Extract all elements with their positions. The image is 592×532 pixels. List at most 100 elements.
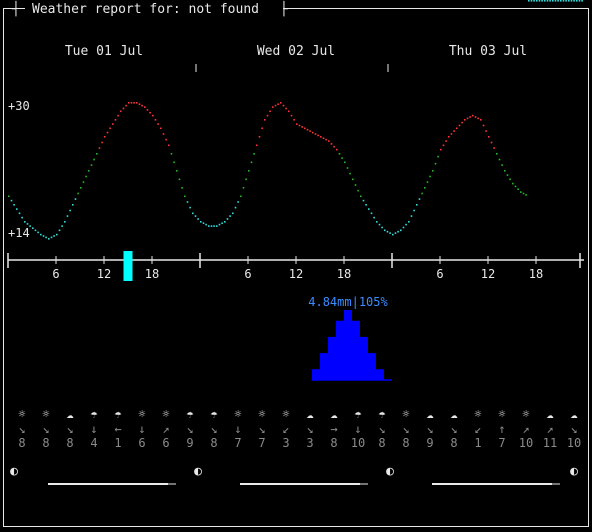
temperature-point — [429, 175, 431, 178]
temperature-point — [418, 198, 421, 200]
temperature-point — [570, 0, 573, 2]
wind-direction-icon: ↘ — [210, 422, 217, 436]
temperature-point — [213, 225, 215, 227]
weather-condition-icon: ☼ — [42, 407, 49, 421]
temperature-point — [354, 184, 357, 186]
temperature-point — [320, 136, 322, 138]
temperature-point — [168, 144, 170, 147]
temperature-point — [392, 233, 394, 236]
wind-direction-icon: ↘ — [18, 422, 25, 436]
temperature-point — [16, 208, 18, 210]
wind-speed: 10 — [351, 436, 365, 450]
report-frame — [3, 8, 589, 527]
temperature-point — [328, 140, 330, 142]
weather-condition-icon: ☂ — [186, 407, 194, 421]
temperature-point — [138, 103, 141, 105]
temperature-point — [50, 236, 53, 239]
day-header-2: Wed 02 Jul — [257, 44, 335, 59]
temperature-series — [8, 0, 583, 240]
hourly-forecast-row: ☼↘8☼↘8☁↘8☂↓4☂←1☼↓6☼↗6☂↘9☂↘8☼↓7☼↘7☼↙3☁↘3☁… — [18, 407, 581, 450]
temperature-point — [557, 0, 559, 2]
temperature-point — [554, 0, 557, 2]
temperature-point — [85, 175, 87, 178]
wind-direction-icon: ↘ — [570, 422, 577, 436]
wind-speed: 8 — [66, 436, 73, 450]
temperature-point — [141, 104, 143, 107]
temperature-point — [397, 230, 399, 233]
temperature-point — [474, 116, 477, 118]
temperature-point — [509, 178, 511, 181]
temperature-point — [266, 114, 269, 117]
weather-condition-icon: ☂ — [378, 407, 386, 421]
temperature-point — [536, 0, 538, 2]
weather-condition-icon: ☼ — [474, 407, 481, 421]
temperature-point — [365, 204, 367, 206]
temperature-point — [504, 170, 506, 172]
temperature-point — [74, 198, 77, 200]
wind-speed: 8 — [210, 436, 217, 450]
wind-direction-icon: ↘ — [402, 422, 409, 436]
wind-direction-icon: ↘ — [378, 422, 385, 436]
temperature-point — [125, 104, 127, 107]
temperature-point — [106, 131, 109, 134]
temperature-point — [122, 107, 125, 110]
hour-tick-label: 6 — [52, 267, 59, 281]
temperature-point — [533, 0, 535, 2]
precipitation-bar — [368, 353, 376, 380]
temperature-point — [40, 233, 42, 236]
moon-phase-icon: ◐ — [570, 464, 578, 479]
wind-direction-icon: ↘ — [66, 422, 73, 436]
temperature-point — [573, 0, 575, 2]
temperature-point — [152, 114, 154, 117]
wind-direction-icon: ↘ — [426, 422, 433, 436]
temperature-point — [520, 191, 522, 193]
temperature-point — [488, 136, 490, 138]
temperature-point — [448, 136, 450, 138]
temperature-point — [58, 229, 61, 232]
temperature-point — [130, 102, 133, 104]
temperature-point — [330, 143, 333, 145]
temperature-point — [82, 181, 85, 183]
moon-phase-icon: ◐ — [194, 464, 202, 479]
temperature-point — [568, 0, 570, 2]
precipitation-label: 4.84mm|105% — [308, 295, 388, 309]
temperature-point — [304, 127, 306, 130]
temperature-point — [346, 167, 349, 169]
temperature-point — [10, 199, 13, 202]
temperature-point — [197, 218, 199, 220]
title-left-bracket: ┤ — [11, 0, 20, 17]
temperature-point — [344, 161, 346, 164]
temperature-point — [314, 133, 317, 135]
temperature-point — [34, 229, 37, 232]
wind-direction-icon: ↓ — [354, 422, 361, 436]
temperature-point — [301, 126, 303, 128]
temperature-point — [464, 119, 466, 121]
wind-direction-icon: ↘ — [258, 422, 265, 436]
temperature-point — [208, 225, 210, 227]
temperature-point — [461, 121, 463, 124]
temperature-point — [578, 0, 581, 2]
temperature-point — [162, 133, 165, 135]
precipitation-bar — [360, 336, 368, 380]
wind-direction-icon: ↙ — [474, 422, 481, 436]
weather-condition-icon: ☂ — [210, 407, 218, 421]
temperature-point — [237, 201, 239, 203]
wind-speed: 8 — [378, 436, 385, 450]
temperature-point — [149, 111, 151, 114]
temperature-point — [357, 189, 359, 192]
temperature-point — [581, 0, 583, 2]
hour-tick-label: 12 — [289, 267, 303, 281]
temperature-point — [66, 215, 69, 217]
weather-condition-icon: ☼ — [258, 407, 265, 421]
temperature-point — [109, 127, 111, 130]
wind-speed: 9 — [426, 436, 433, 450]
temperature-point — [88, 170, 90, 172]
temperature-point — [117, 114, 119, 117]
temperature-point — [306, 128, 309, 131]
temperature-point — [61, 225, 63, 227]
temperature-point — [202, 222, 205, 224]
temperature-point — [165, 138, 167, 141]
temperature-point — [349, 172, 351, 175]
temperature-point — [240, 195, 242, 198]
temperature-point — [530, 0, 533, 2]
